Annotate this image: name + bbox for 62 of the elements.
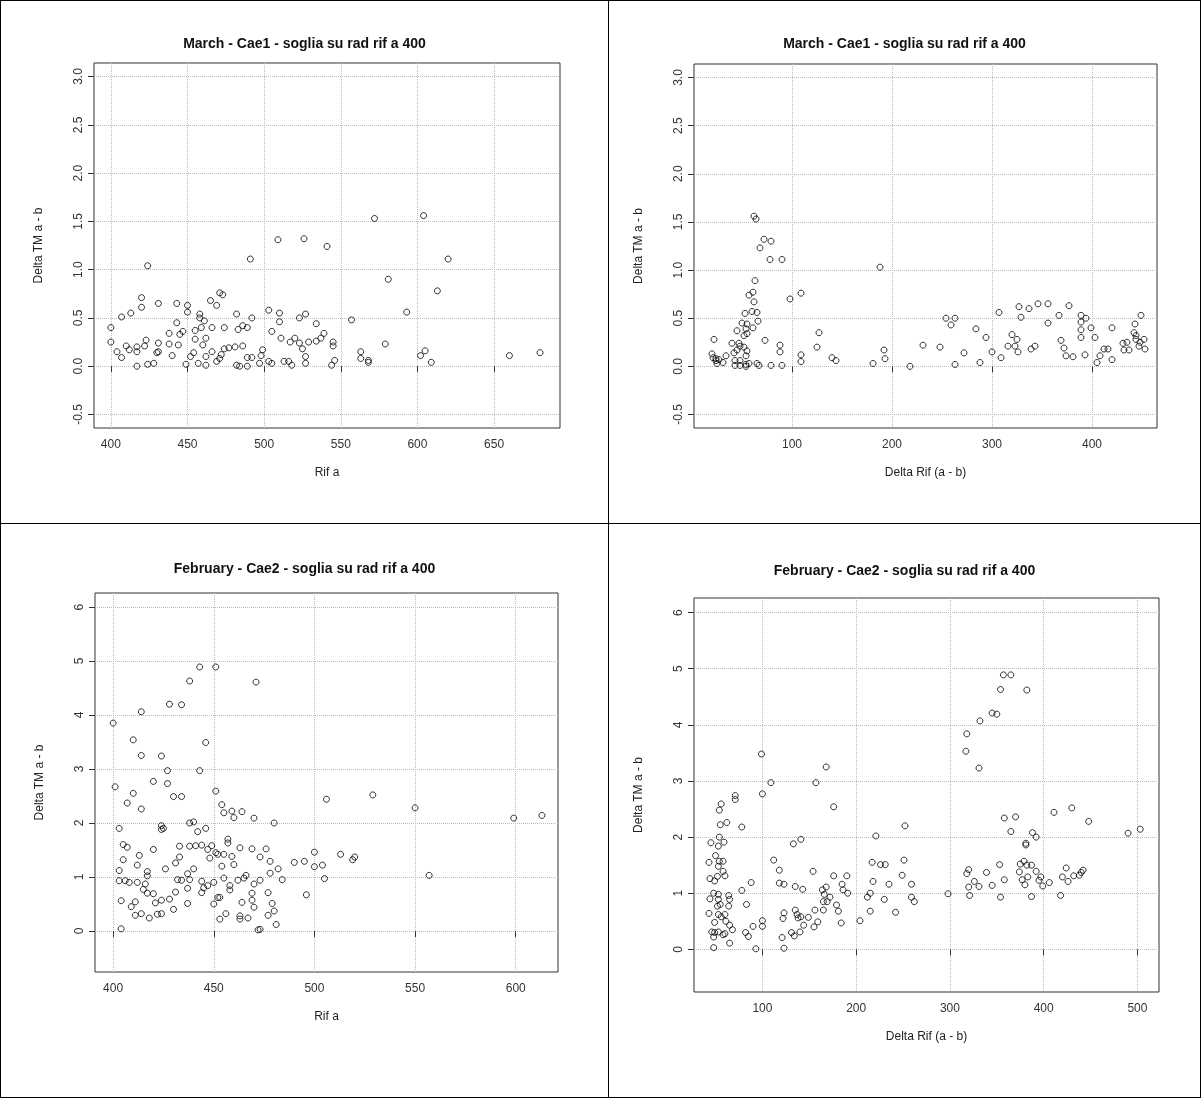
x-tick-label: 300: [981, 437, 1003, 451]
x-tick-label: 600: [505, 981, 527, 995]
y-tick-label: 5: [72, 657, 86, 665]
x-tick-label: 400: [1033, 1001, 1055, 1015]
x-axis-title: Rif a: [314, 1009, 340, 1023]
y-tick-label: 1.0: [71, 260, 85, 278]
y-tick-label: 1: [671, 889, 685, 897]
x-axis-title: Delta Rif (a - b): [884, 465, 967, 479]
y-tick-label: 3.0: [71, 67, 85, 85]
x-tick-label: 450: [177, 437, 198, 451]
y-tick-label: 0: [72, 927, 86, 935]
x-axis-title: Rif a: [314, 465, 340, 479]
y-tick-label: 1.5: [671, 213, 685, 231]
y-tick-label: 2: [72, 819, 86, 827]
y-tick-label: 2.5: [671, 116, 685, 134]
x-axis-title: Delta Rif (a - b): [885, 1029, 968, 1043]
x-tick-label: 500: [304, 981, 325, 995]
y-tick-label: 0.5: [671, 309, 685, 327]
y-tick-label: 2: [671, 833, 685, 841]
y-tick-label: 2.0: [671, 165, 685, 183]
y-axis-title: Delta TM a - b: [631, 207, 645, 284]
y-axis-title: Delta TM a - b: [31, 207, 45, 284]
x-tick-label: 200: [881, 437, 903, 451]
chart-title: March - Cae1 - soglia su rad rif a 400: [783, 35, 1027, 51]
y-tick-label: 1: [72, 873, 86, 881]
y-tick-label: 3.0: [671, 68, 685, 86]
x-tick-label: 500: [254, 437, 275, 451]
x-tick-label: 550: [405, 981, 426, 995]
y-tick-label: 0: [671, 945, 685, 953]
x-tick-label: 400: [100, 437, 122, 451]
x-tick-label: 650: [484, 437, 505, 451]
x-tick-label: 550: [330, 437, 352, 451]
chart-title: February - Cae2 - soglia su rad rif a 400: [173, 560, 436, 576]
y-tick-label: -0.5: [671, 403, 685, 425]
x-tick-label: 400: [103, 981, 124, 995]
x-tick-label: 100: [781, 437, 803, 451]
chart-title: February - Cae2 - soglia su rad rif a 400: [773, 562, 1036, 578]
x-tick-label: 500: [1127, 1001, 1148, 1015]
y-tick-label: -0.5: [71, 403, 85, 425]
y-tick-label: 4: [72, 711, 86, 719]
y-axis-title: Delta TM a - b: [32, 744, 46, 821]
y-tick-label: 2.0: [71, 164, 85, 182]
chart-title: March - Cae1 - soglia su rad rif a 400: [183, 35, 427, 51]
y-tick-label: 0.0: [671, 357, 685, 375]
y-tick-label: 1.0: [671, 261, 685, 279]
x-tick-label: 450: [203, 981, 225, 995]
x-tick-label: 300: [939, 1001, 961, 1015]
x-tick-label: 100: [752, 1001, 773, 1015]
x-tick-label: 400: [1081, 437, 1103, 451]
y-axis-title: Delta TM a - b: [631, 756, 645, 833]
x-tick-label: 600: [407, 437, 428, 451]
y-tick-label: 2.5: [71, 116, 85, 134]
y-tick-label: 0.0: [71, 357, 85, 375]
y-tick-label: 5: [671, 665, 685, 673]
x-tick-label: 200: [846, 1001, 867, 1015]
y-tick-label: 0.5: [71, 309, 85, 327]
y-tick-label: 4: [671, 721, 685, 729]
y-tick-label: 6: [671, 608, 685, 616]
y-tick-label: 3: [72, 765, 86, 773]
y-tick-label: 6: [72, 603, 86, 611]
y-tick-label: 3: [671, 777, 685, 785]
y-tick-label: 1.5: [71, 212, 85, 230]
